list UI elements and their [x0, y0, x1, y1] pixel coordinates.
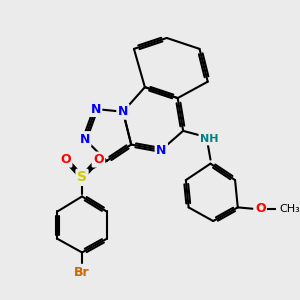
Text: O: O [60, 153, 71, 166]
Text: S: S [77, 170, 87, 184]
Text: N: N [80, 133, 90, 146]
Text: O: O [93, 153, 104, 166]
Text: O: O [255, 202, 266, 215]
Text: N: N [91, 103, 101, 116]
Text: NH: NH [200, 134, 218, 144]
Text: Br: Br [74, 266, 90, 279]
Text: N: N [156, 143, 166, 157]
Text: CH₃: CH₃ [279, 204, 300, 214]
Text: N: N [118, 105, 128, 118]
